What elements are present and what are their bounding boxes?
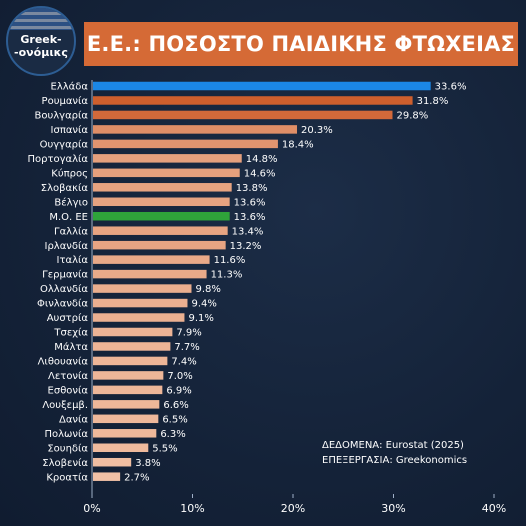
category-label: Σουηδία [47,442,88,454]
data-label: 11.3% [211,270,243,281]
data-label: 13.6% [234,197,266,208]
bar [93,284,192,293]
logo-text-line2: -ονόμικς [14,46,68,59]
bar [93,240,226,250]
bar [93,139,278,149]
category-label: Αυστρία [47,312,89,324]
data-label: 13.8% [236,183,268,194]
bar [93,385,163,395]
x-tick-label: 20% [281,502,305,515]
category-label: Δανία [59,413,88,425]
source-line-processing: ΕΠΕΞΕΡΓΑΣΙΑ: Greekonomics [322,455,468,466]
category-label: Γαλλία [54,225,88,237]
bar [93,125,298,134]
category-label: Βέλγιο [54,196,88,208]
bar [93,371,164,380]
bar [93,443,149,452]
bar [93,472,121,481]
data-label: 31.8% [417,96,449,107]
greek-flag-stripes [8,8,74,30]
data-label: 13.6% [234,212,266,223]
category-label: Φινλανδία [37,298,88,310]
x-tick-label: 10% [180,502,204,515]
bar [93,226,228,235]
category-label: Ελλάδα [51,81,89,93]
bar [93,356,168,366]
bar [93,211,230,221]
category-label: Λετονία [48,370,88,382]
data-label: 13.4% [232,226,264,237]
bar [93,168,240,178]
category-label: Λουξεμβ. [42,400,88,411]
category-label: Γερμανία [42,269,88,281]
greekonomics-logo: Greek- -ονόμικς [6,6,76,76]
category-label: Εσθονία [48,384,89,396]
bar [93,183,232,192]
data-label: 18.4% [282,139,314,150]
data-label: 7.4% [171,357,196,368]
data-label: 9.1% [188,313,213,324]
category-label: Σλοβακία [41,182,89,194]
x-tick-label: 40% [482,502,506,515]
bar [93,327,173,337]
category-label: Ιταλία [57,254,89,266]
bar [93,298,188,308]
category-label: Τσεχία [53,327,88,339]
category-label: Ιρλανδία [45,240,89,252]
category-label: Μάλτα [54,341,88,353]
data-label: 9.8% [195,284,220,295]
data-label: 6.3% [160,429,185,440]
bar [93,154,242,163]
data-label: 13.2% [230,241,262,252]
category-label: Πολωνία [45,428,89,440]
chart-title: Ε.Ε.: ΠΟΣΟΣΤΟ ΠΑΙΔΙΚΗΣ ΦΤΩΧΕΙΑΣ [86,32,516,56]
data-label: 6.5% [162,414,187,425]
data-label: 7.7% [174,342,199,353]
bar [93,269,207,279]
category-label: Σλοβενία [42,457,88,469]
bar [93,429,157,438]
data-label: 29.8% [396,111,428,122]
x-tick-label: 30% [381,502,405,515]
data-label: 3.8% [135,458,160,469]
bar [93,197,230,207]
data-label: 14.8% [246,154,278,165]
category-label: Πορτογαλία [27,153,88,165]
category-label: Κύπρος [51,167,88,179]
bar [93,342,171,351]
title-bar: Ε.Ε.: ΠΟΣΟΣΤΟ ΠΑΙΔΙΚΗΣ ΦΤΩΧΕΙΑΣ [84,22,518,66]
category-label: Βουλγαρία [34,110,88,122]
category-label: Ουγγαρία [40,138,89,150]
data-label: 14.6% [244,168,276,179]
category-label: Κροατία [46,471,88,483]
data-label: 7.0% [167,371,192,382]
bar [93,414,159,424]
bar [93,313,185,322]
data-label: 2.7% [124,472,149,483]
bar [93,255,210,264]
category-label: Ολλανδία [40,283,88,295]
category-label: Λιθουανία [38,356,89,368]
x-tick-label: 0% [83,502,100,515]
data-label: 11.6% [214,255,246,266]
bar [93,81,431,91]
category-label: Ισπανία [51,124,89,136]
category-label: Μ.Ο. ΕΕ [49,212,88,223]
data-label: 9.4% [191,299,216,310]
bar [93,110,393,120]
source-line-data: ΔΕΔΟΜΕΝΑ: Eurostat (2025) [322,440,464,451]
data-label: 7.9% [176,328,201,339]
data-label: 33.6% [435,82,467,93]
bar [93,96,413,105]
data-label: 6.6% [163,400,188,411]
data-label: 20.3% [301,125,333,136]
data-label: 5.5% [152,443,177,454]
bar [93,457,132,467]
bar [93,400,160,409]
data-label: 6.9% [166,385,191,396]
category-label: Ρουμανία [42,95,89,107]
logo-text-line1: Greek- [20,33,62,46]
